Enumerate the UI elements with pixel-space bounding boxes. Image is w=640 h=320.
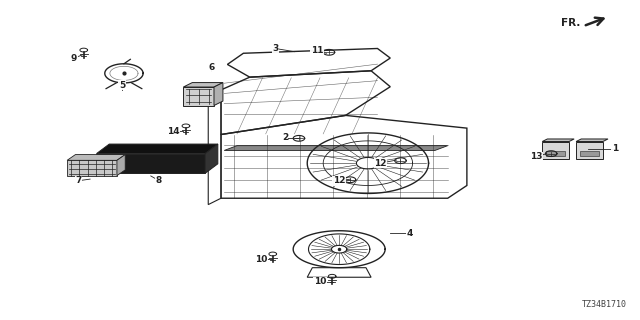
Text: 6: 6 — [208, 63, 214, 72]
Polygon shape — [576, 141, 603, 159]
Text: 8: 8 — [156, 176, 162, 185]
Text: 10: 10 — [255, 255, 268, 264]
Polygon shape — [67, 155, 125, 160]
Text: 7: 7 — [76, 176, 82, 185]
Polygon shape — [67, 160, 117, 176]
Text: 10: 10 — [314, 277, 326, 286]
Text: 9: 9 — [71, 53, 77, 62]
Text: 3: 3 — [272, 44, 278, 53]
Polygon shape — [97, 144, 218, 154]
Text: 1: 1 — [612, 144, 618, 153]
Text: 2: 2 — [282, 133, 288, 142]
Text: 4: 4 — [406, 229, 413, 238]
Polygon shape — [542, 139, 574, 141]
Bar — [546, 151, 565, 156]
Polygon shape — [214, 83, 223, 106]
Polygon shape — [183, 83, 223, 87]
Polygon shape — [183, 87, 214, 106]
Polygon shape — [117, 155, 125, 176]
Text: TZ34B1710: TZ34B1710 — [582, 300, 627, 309]
Text: FR.: FR. — [561, 18, 580, 28]
Text: 13: 13 — [530, 152, 542, 161]
Text: 12: 12 — [333, 176, 346, 185]
Text: 14: 14 — [167, 127, 179, 136]
Text: 5: 5 — [119, 81, 125, 90]
Polygon shape — [205, 144, 218, 173]
Bar — [580, 151, 599, 156]
Text: 11: 11 — [310, 45, 323, 55]
Polygon shape — [97, 154, 205, 173]
Text: 12: 12 — [374, 159, 387, 168]
Polygon shape — [576, 139, 608, 141]
Polygon shape — [224, 146, 448, 150]
Polygon shape — [542, 141, 569, 159]
